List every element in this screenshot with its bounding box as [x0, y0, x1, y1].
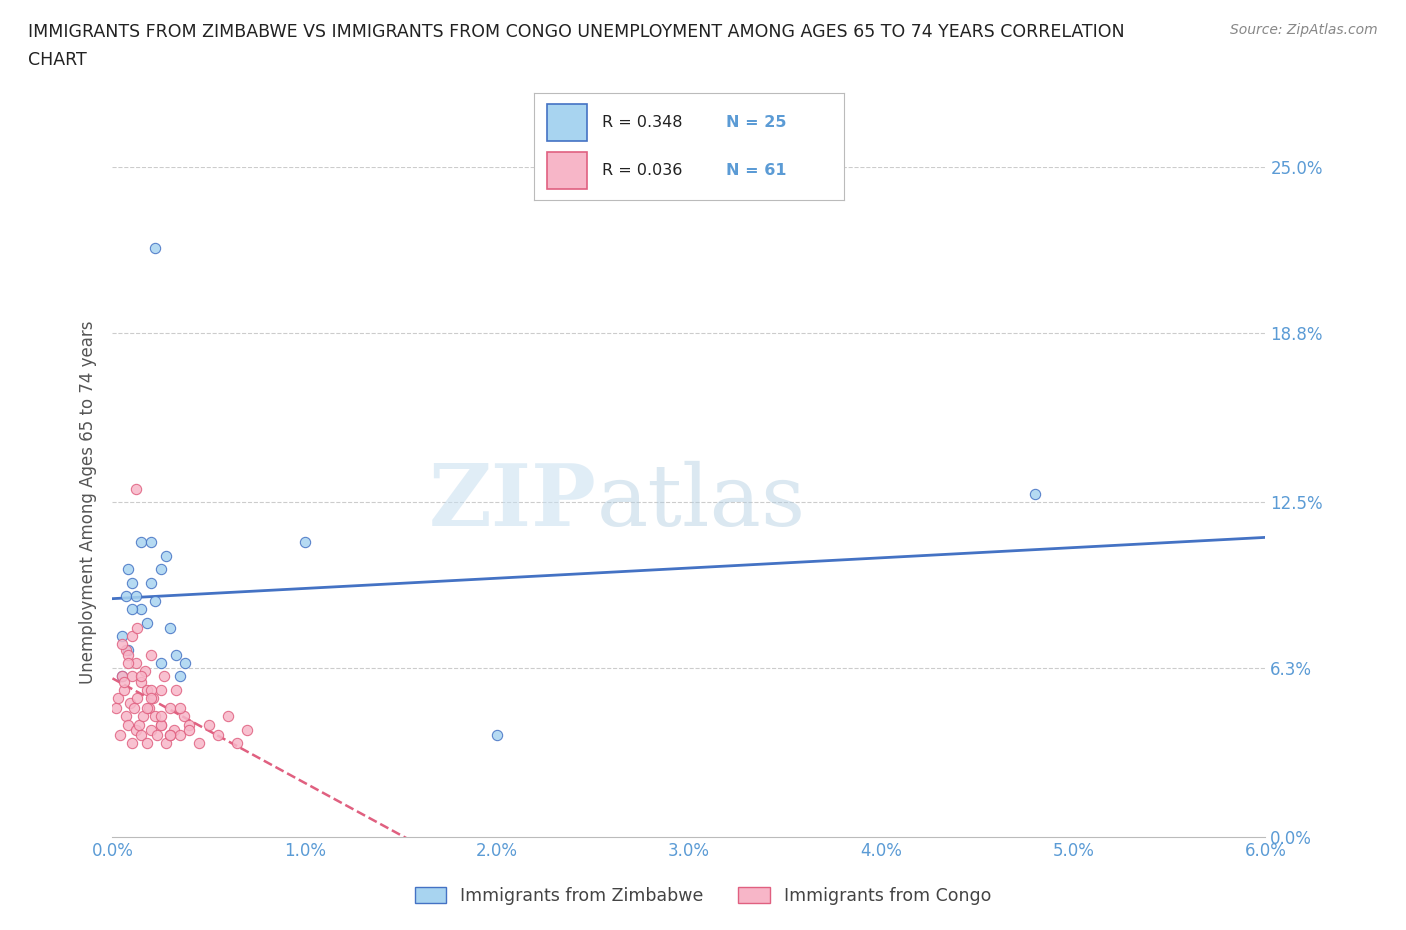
Point: [169, 701, 191, 716]
Point: [159, 620, 181, 635]
FancyBboxPatch shape: [547, 152, 586, 190]
Point: [129, 674, 153, 689]
Text: N = 25: N = 25: [725, 115, 786, 130]
Point: [149, 709, 172, 724]
Point: [128, 717, 150, 732]
Legend: Immigrants from Zimbabwe, Immigrants from Congo: Immigrants from Zimbabwe, Immigrants fro…: [408, 880, 998, 912]
Point: [111, 629, 134, 644]
Point: [179, 723, 201, 737]
Point: [132, 709, 155, 724]
Point: [136, 683, 159, 698]
Point: [149, 683, 172, 698]
Point: [207, 728, 229, 743]
Point: [169, 728, 191, 743]
Point: [136, 701, 159, 716]
Point: [111, 669, 134, 684]
Point: [121, 602, 143, 617]
Point: [121, 669, 143, 684]
Text: N = 61: N = 61: [725, 163, 786, 178]
Point: [139, 647, 162, 662]
Point: [174, 656, 197, 671]
Point: [122, 701, 145, 716]
Point: [145, 728, 167, 743]
FancyBboxPatch shape: [547, 104, 586, 141]
Text: IMMIGRANTS FROM ZIMBABWE VS IMMIGRANTS FROM CONGO UNEMPLOYMENT AMONG AGES 65 TO : IMMIGRANTS FROM ZIMBABWE VS IMMIGRANTS F…: [28, 23, 1125, 41]
Point: [143, 709, 166, 724]
Point: [129, 602, 153, 617]
Point: [155, 549, 177, 564]
Point: [134, 663, 156, 678]
Point: [149, 717, 172, 732]
Point: [142, 690, 165, 705]
Point: [236, 723, 259, 737]
Point: [226, 736, 249, 751]
Point: [117, 562, 139, 577]
Point: [112, 674, 135, 689]
Point: [117, 717, 139, 732]
Point: [188, 736, 211, 751]
Point: [121, 575, 143, 590]
Point: [165, 683, 187, 698]
Point: [105, 701, 128, 716]
Text: R = 0.036: R = 0.036: [602, 163, 683, 178]
Point: [129, 728, 153, 743]
Point: [124, 482, 146, 497]
Point: [127, 690, 149, 705]
Point: [149, 717, 172, 732]
Point: [217, 709, 239, 724]
Point: [124, 656, 146, 671]
Point: [127, 620, 149, 635]
Point: [139, 723, 162, 737]
Point: [153, 669, 176, 684]
Point: [139, 683, 162, 698]
Point: [136, 736, 159, 751]
Point: [136, 616, 159, 631]
Text: R = 0.348: R = 0.348: [602, 115, 683, 130]
Point: [108, 728, 131, 743]
Point: [485, 728, 508, 743]
Point: [111, 637, 134, 652]
Point: [139, 575, 162, 590]
Point: [115, 709, 138, 724]
Point: [169, 669, 191, 684]
Point: [124, 723, 146, 737]
Point: [138, 701, 160, 716]
Point: [115, 642, 138, 657]
Point: [118, 696, 141, 711]
Y-axis label: Unemployment Among Ages 65 to 74 years: Unemployment Among Ages 65 to 74 years: [79, 321, 97, 684]
Point: [197, 717, 219, 732]
Point: [129, 669, 153, 684]
Point: [155, 736, 177, 751]
Point: [121, 629, 143, 644]
Point: [111, 669, 134, 684]
Point: [149, 562, 172, 577]
Point: [117, 647, 139, 662]
Point: [124, 589, 146, 604]
Point: [107, 690, 129, 705]
Point: [173, 709, 195, 724]
Point: [163, 723, 186, 737]
Text: ZIP: ZIP: [429, 460, 596, 544]
Point: [139, 690, 162, 705]
Point: [1024, 486, 1046, 501]
Point: [112, 683, 135, 698]
Point: [115, 589, 138, 604]
Point: [117, 642, 139, 657]
Point: [143, 240, 166, 255]
Point: [159, 728, 181, 743]
Text: atlas: atlas: [596, 460, 806, 544]
Point: [294, 535, 316, 550]
Text: Source: ZipAtlas.com: Source: ZipAtlas.com: [1230, 23, 1378, 37]
Point: [139, 535, 162, 550]
Point: [159, 701, 181, 716]
Text: CHART: CHART: [28, 51, 87, 69]
Point: [179, 717, 201, 732]
Point: [143, 594, 166, 609]
Point: [165, 647, 187, 662]
Point: [129, 535, 153, 550]
Point: [149, 656, 172, 671]
Point: [159, 728, 181, 743]
Point: [121, 736, 143, 751]
Point: [117, 656, 139, 671]
